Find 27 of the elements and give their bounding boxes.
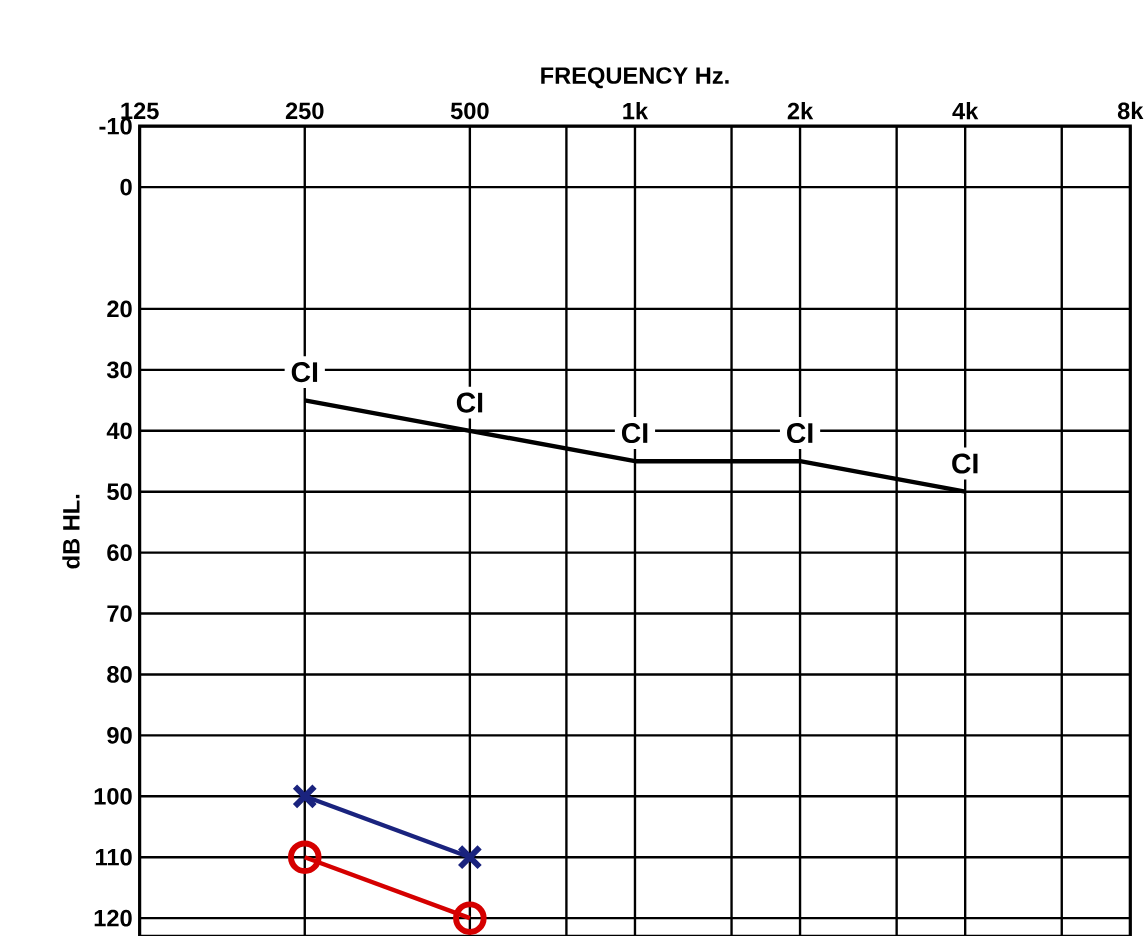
y-tick-label: -10 <box>99 117 132 135</box>
y-axis-title: dB HL. <box>62 494 80 569</box>
text: CI <box>456 392 483 413</box>
y-tick-label: 0 <box>120 178 132 196</box>
text: CI <box>787 422 813 443</box>
y-tick-label: 60 <box>107 544 132 561</box>
y-tick-label: 70 <box>107 604 132 622</box>
x-tick-label: 1k <box>623 101 649 120</box>
y-tick-label: 110 <box>96 848 132 866</box>
x-tick-label: 2k <box>787 101 814 120</box>
x-tick-label: 125 <box>121 102 159 119</box>
x-tick-label: 8k <box>1117 101 1144 119</box>
series-label: CI <box>952 453 978 474</box>
y-tick-label: 80 <box>107 665 132 683</box>
text: CI <box>621 422 648 443</box>
y-tick-label: 100 <box>94 787 132 805</box>
y-tick-label: 90 <box>107 726 132 744</box>
x-tick-label: 500 <box>450 102 489 119</box>
x-axis-title: FREQUENCY Hz. <box>541 66 729 89</box>
y-tick-label: 30 <box>106 361 132 379</box>
y-tick-label: 50 <box>107 483 132 500</box>
y-tick-label: 120 <box>94 909 132 927</box>
x-tick-label: 4k <box>952 101 979 120</box>
x-tick-label: 250 <box>285 102 324 119</box>
text: CI <box>291 361 318 382</box>
y-tick-label: 40 <box>106 422 132 439</box>
y-tick-label: 20 <box>107 300 132 318</box>
